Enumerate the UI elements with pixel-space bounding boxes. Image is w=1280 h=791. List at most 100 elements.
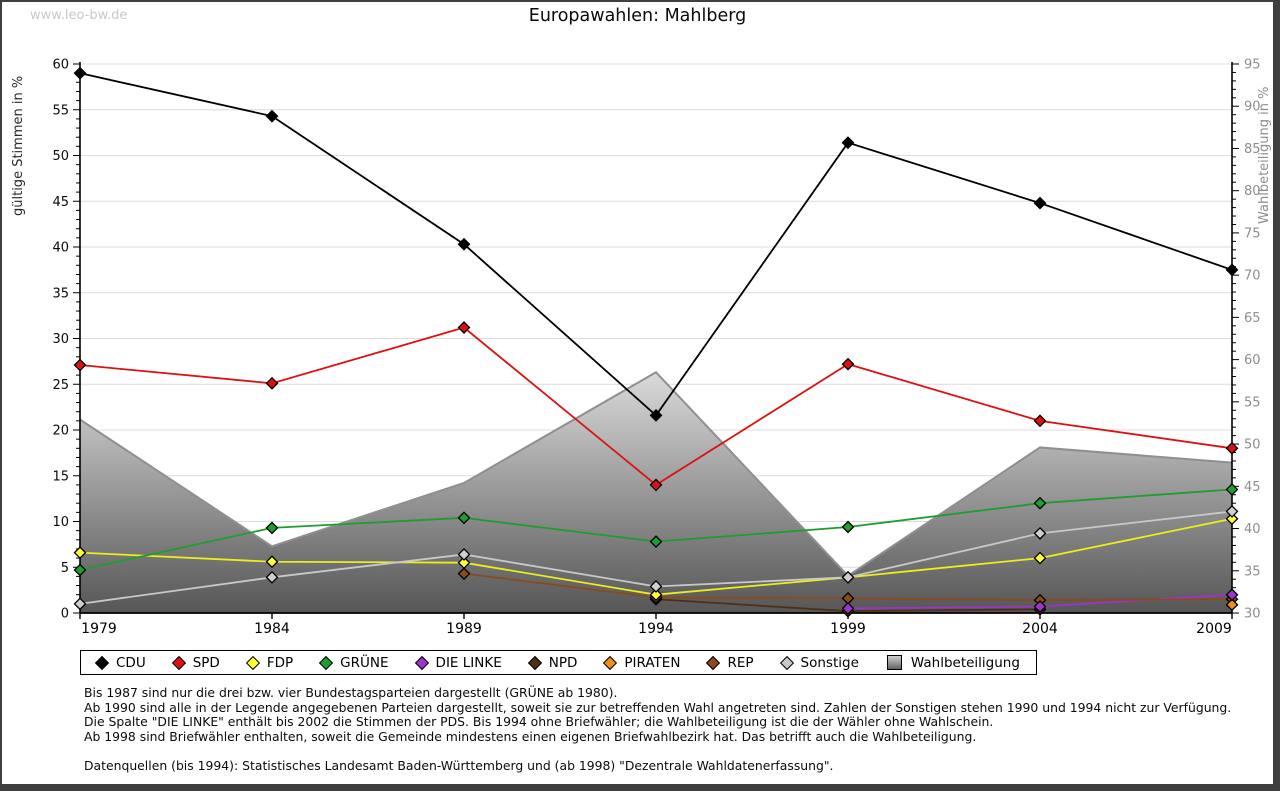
footnote-line: Bis 1987 sind nur die drei bzw. vier Bun… — [84, 685, 618, 700]
cdu-point — [649, 408, 663, 422]
legend-label: FDP — [266, 654, 294, 671]
spd-point — [1225, 441, 1239, 455]
svg-text:2004: 2004 — [1022, 621, 1058, 637]
legend-label: Sonstige — [800, 654, 859, 671]
legend-item-fdp: FDP — [245, 654, 294, 671]
svg-text:35: 35 — [52, 286, 69, 301]
legend-item-linke: DIE LINKE — [414, 654, 502, 671]
svg-text:65: 65 — [1244, 311, 1261, 326]
svg-text:90: 90 — [1244, 100, 1261, 115]
linke-point — [1033, 600, 1047, 614]
linke-point — [841, 602, 855, 615]
sonstige-point — [73, 597, 87, 611]
legend-label: NPD — [548, 654, 578, 671]
legend-label: DIE LINKE — [435, 654, 502, 671]
cdu-point — [841, 136, 855, 150]
svg-text:1999: 1999 — [830, 621, 866, 637]
footnote-line: Ab 1998 sind Briefwähler enthalten, sowe… — [84, 728, 977, 744]
svg-text:95: 95 — [1244, 58, 1261, 73]
legend-label: Wahlbeteiligung — [910, 654, 1020, 671]
spd-point — [265, 376, 279, 390]
linke-point — [1225, 588, 1239, 602]
sonstige-point — [457, 548, 471, 561]
svg-text:15: 15 — [52, 469, 69, 484]
gruene-point — [457, 511, 471, 525]
fdp-point — [265, 555, 279, 569]
gruene-point — [73, 563, 87, 577]
sonstige-point — [841, 570, 855, 584]
svg-text:40: 40 — [1244, 522, 1261, 537]
fdp-point — [1033, 551, 1047, 565]
legend-label: SPD — [192, 654, 220, 671]
cdu-point — [1033, 196, 1047, 210]
piraten-point — [1225, 598, 1239, 612]
chart-title: Europawahlen: Mahlberg — [528, 6, 747, 26]
markers-linke — [841, 588, 1239, 615]
svg-text:60: 60 — [52, 58, 69, 73]
spd-point — [649, 478, 663, 492]
svg-text:1979: 1979 — [81, 621, 117, 637]
gruene-point — [649, 535, 663, 549]
fdp-point — [1225, 512, 1239, 526]
svg-text:5: 5 — [61, 561, 69, 576]
legend-item-npd: NPD — [527, 654, 578, 671]
rep-marker-icon — [706, 655, 721, 670]
legend-label: PIRATEN — [624, 654, 681, 671]
spd-point — [73, 358, 87, 372]
svg-text:2009: 2009 — [1196, 621, 1232, 637]
axes: 0 5 10 15 20 25 30 35 40 45 50 55 60 30 35 40 45 50 55 60 65… — [52, 58, 1260, 638]
fdp-point — [457, 556, 471, 570]
spd-point — [457, 321, 471, 334]
svg-text:10: 10 — [52, 515, 69, 530]
sonstige-point — [1033, 526, 1047, 540]
svg-text:50: 50 — [52, 149, 69, 164]
svg-text:50: 50 — [1244, 438, 1261, 453]
svg-text:1984: 1984 — [254, 621, 290, 637]
cdu-marker-icon — [94, 655, 110, 670]
legend-label: REP — [727, 654, 754, 671]
spd-marker-icon — [171, 655, 186, 670]
gruene-point — [265, 521, 279, 535]
footnote-spacer — [84, 744, 1231, 759]
series-wahlbeteiligung — [79, 371, 1233, 613]
right-axis-title: Wahlbeteiligung in % — [1257, 86, 1272, 224]
sonstige-point — [265, 570, 279, 584]
rep-point — [457, 567, 471, 581]
cdu-point — [457, 237, 471, 251]
svg-text:30: 30 — [1244, 607, 1261, 622]
markers-gruene — [73, 483, 1239, 577]
cdu-point — [73, 66, 87, 80]
svg-text:35: 35 — [1244, 564, 1261, 579]
svg-text:70: 70 — [1244, 269, 1261, 284]
footnote-line: Die Spalte "DIE LINKE" enthält bis 2002 … — [84, 714, 994, 730]
svg-text:40: 40 — [52, 241, 69, 256]
svg-text:1989: 1989 — [446, 621, 482, 637]
legend-item-gruene: GRÜNE — [319, 655, 389, 671]
svg-text:0: 0 — [61, 607, 69, 622]
svg-text:60: 60 — [1244, 353, 1261, 368]
cdu-point — [1225, 263, 1239, 277]
markers-cdu — [73, 66, 1239, 422]
fdp-point — [649, 588, 663, 602]
legend-item-wahlbeteiligung: Wahlbeteiligung — [886, 654, 1020, 671]
gruene-point — [841, 520, 855, 534]
legend: CDU SPD FDP GRÜNE DIE LINKE NPD PIRATEN REP Sons… — [80, 650, 1037, 675]
legend-item-rep: REP — [706, 654, 754, 671]
footnote-line: Datenquellen (bis 1994): Statistisches L… — [84, 757, 834, 773]
svg-text:75: 75 — [1244, 226, 1261, 241]
svg-text:1994: 1994 — [638, 621, 674, 637]
markers-piraten — [1225, 598, 1239, 612]
svg-text:45: 45 — [1244, 480, 1261, 495]
svg-text:55: 55 — [52, 103, 69, 118]
left-axis-title: gültige Stimmen in % — [11, 75, 26, 216]
sonstige-marker-icon — [779, 655, 794, 670]
gruene-marker-icon — [319, 655, 334, 670]
spd-point — [1033, 414, 1047, 428]
legend-label: CDU — [116, 654, 146, 671]
spd-point — [841, 357, 855, 371]
wahlbeteiligung-marker-icon — [886, 655, 902, 670]
legend-item-sonstige: Sonstige — [779, 654, 859, 671]
watermark: www.leo-bw.de — [30, 8, 128, 23]
linke-marker-icon — [414, 655, 429, 670]
